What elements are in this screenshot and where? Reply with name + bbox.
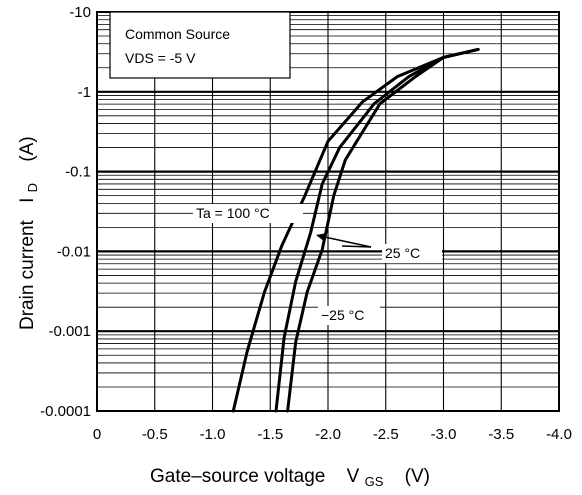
label-minus-25c: −25 °C	[321, 307, 364, 323]
y-axis-symbol: I	[17, 198, 38, 203]
y-tick-labels: -10 -1 -0.1 -0.01 -0.001 -0.0001	[40, 4, 91, 420]
y-axis-subscript: D	[25, 183, 40, 192]
series-lines	[231, 47, 480, 413]
tm25-label-bg	[318, 306, 380, 325]
y-tick-label: -0.001	[48, 323, 91, 340]
x-tick-label: -3.5	[488, 426, 514, 443]
x-tick-label: 0	[93, 426, 101, 443]
conditions-line-1: Common Source	[125, 26, 230, 42]
conditions-box	[109, 11, 291, 79]
x-tick-label: -1.0	[200, 426, 226, 443]
annotation-arrowhead-25c	[316, 233, 327, 242]
y-tick-label: -1	[78, 84, 91, 101]
x-tick-label: -2.0	[315, 426, 341, 443]
x-axis-title: Gate–source voltage V GS (V)	[150, 466, 430, 491]
ta100-label-bg	[193, 204, 303, 223]
x-tick-label: -2.5	[373, 426, 399, 443]
series-ta-100c	[231, 47, 480, 413]
t25-label-bg	[382, 244, 442, 263]
y-tick-label: -0.01	[57, 243, 91, 260]
y-axis-label: Drain current	[17, 219, 38, 330]
label-ta-100: Ta = 100 °C	[196, 205, 270, 221]
x-tick-label: -0.5	[142, 426, 168, 443]
x-axis-symbol: V	[347, 466, 360, 487]
annotation-arrow-25c	[319, 235, 372, 248]
plot-frame	[96, 11, 560, 412]
x-axis-unit: (V)	[405, 466, 430, 487]
label-25c: 25 °C	[385, 245, 420, 261]
y-tick-label: -0.1	[65, 164, 91, 181]
series-25c	[274, 47, 480, 413]
annotation-arrow-25c-b	[341, 245, 372, 248]
x-axis-subscript: GS	[365, 474, 384, 489]
major-gridlines	[97, 12, 559, 411]
annotation-marks	[316, 233, 372, 248]
x-tick-label: -3.0	[431, 426, 457, 443]
y-tick-label: -10	[69, 4, 91, 21]
y-axis-unit: (A)	[17, 136, 38, 161]
x-axis-label: Gate–source voltage	[150, 466, 325, 487]
conditions-line-2: VDS = -5 V	[125, 50, 196, 66]
x-tick-labels: 0 -0.5 -1.0 -1.5 -2.0 -2.5 -3.0 -3.5 -4.0	[93, 426, 572, 443]
x-tick-label: -1.5	[257, 426, 283, 443]
x-tick-label: -4.0	[546, 426, 572, 443]
y-tick-label: -0.0001	[40, 403, 91, 420]
series-minus-25c	[286, 47, 480, 413]
y-axis-title: Drain current I D (A)	[17, 136, 42, 330]
